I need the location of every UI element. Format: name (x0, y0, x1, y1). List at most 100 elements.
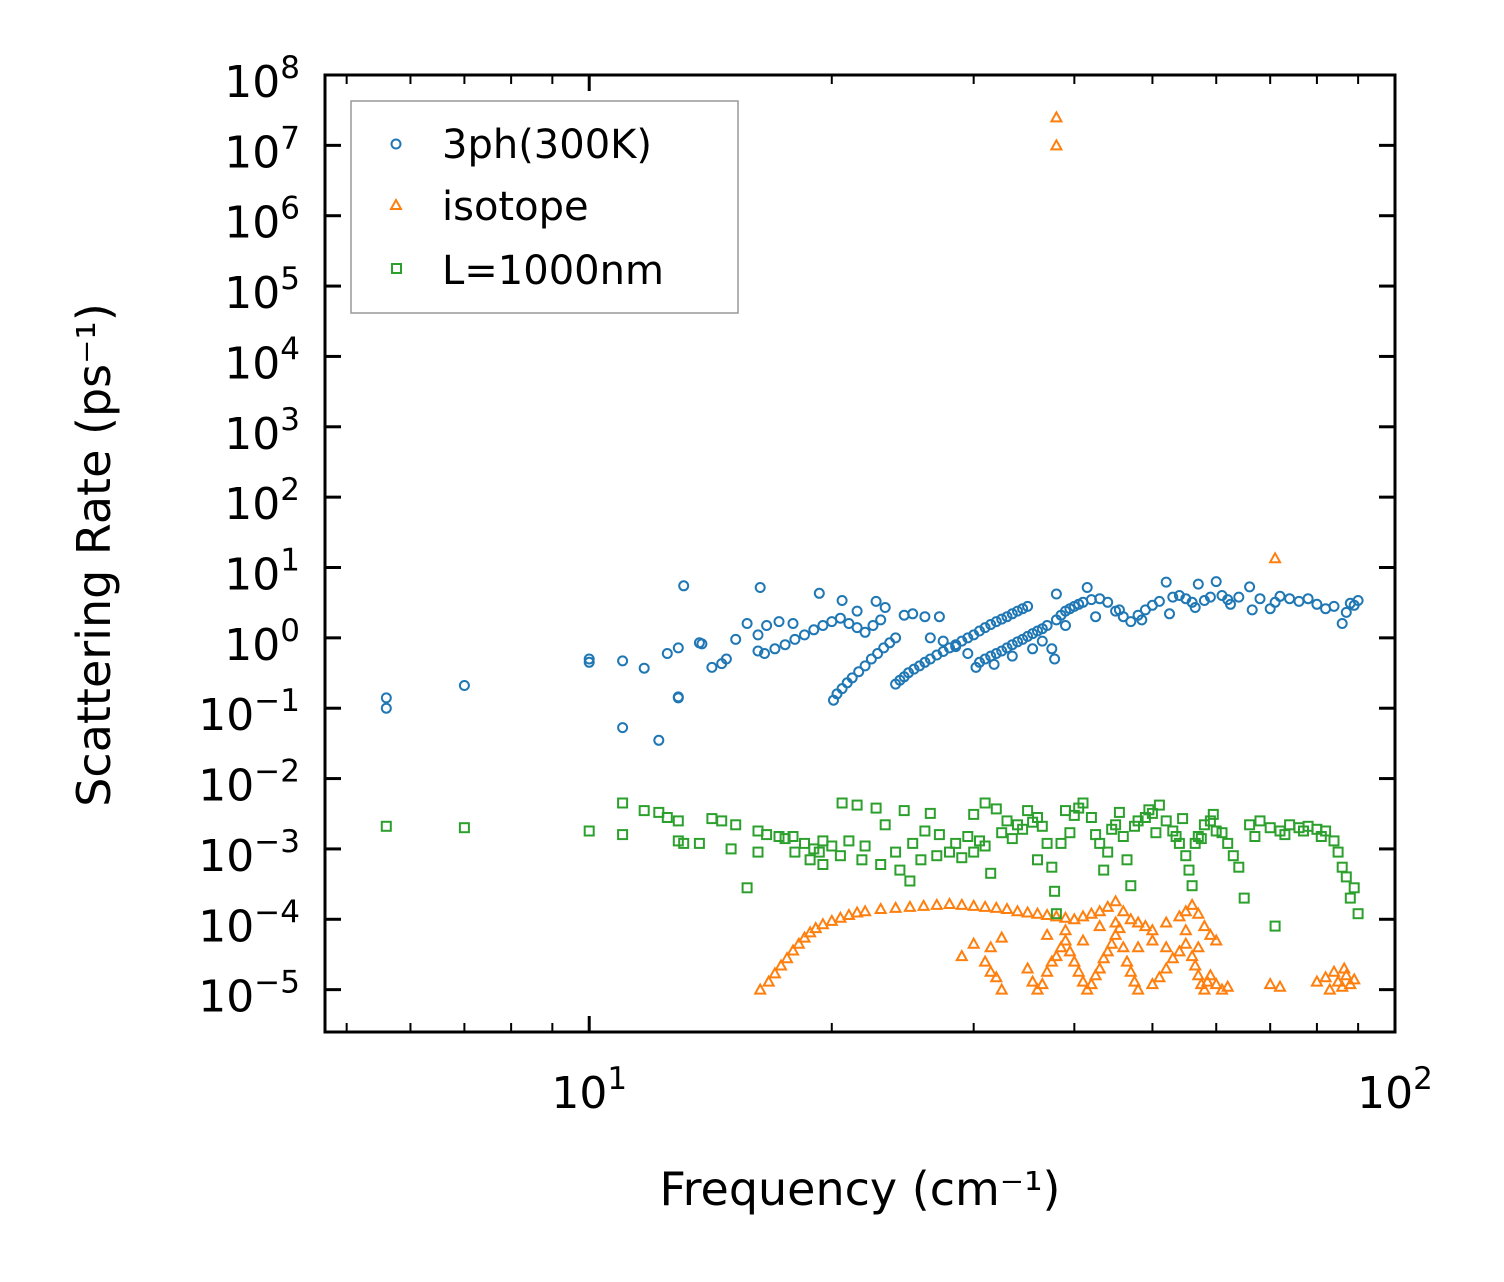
point-s0-12 (672, 692, 684, 704)
point-s0-66 (996, 613, 1008, 625)
point-s0-137 (834, 612, 846, 624)
point-s1-91 (1152, 970, 1167, 983)
point-s2-135 (1207, 808, 1219, 820)
point-s2-60 (1117, 831, 1129, 842)
point-s1-81 (1101, 944, 1115, 957)
point-s2-137 (985, 867, 997, 879)
point-s1-62 (995, 930, 1009, 943)
point-s1-15 (833, 910, 848, 923)
point-s0-144 (789, 633, 801, 645)
point-s1-100 (1197, 982, 1212, 995)
point-s1-27 (978, 899, 992, 912)
y-tick-label-3: 105 (224, 261, 300, 319)
point-s1-116 (1263, 977, 1277, 990)
point-s0-143 (799, 629, 810, 641)
point-s1-1 (1049, 138, 1064, 151)
point-s2-29 (851, 799, 863, 811)
point-s2-138 (1032, 854, 1043, 866)
point-s2-44 (1001, 815, 1013, 827)
legend: 3ph(300K) isotope L=1000nm (350, 100, 739, 314)
point-s2-130 (1027, 816, 1039, 828)
point-s0-158 (1060, 620, 1071, 631)
point-s0-20 (741, 618, 753, 629)
point-s1-72 (1063, 944, 1077, 957)
point-s0-114 (1204, 591, 1216, 603)
point-s0-23 (761, 620, 773, 631)
point-s0-16 (706, 661, 718, 673)
point-s2-98 (1352, 908, 1364, 920)
point-s2-27 (836, 797, 848, 809)
x-tick-label-1: 102 (1357, 1061, 1433, 1119)
point-s1-105 (1221, 979, 1235, 992)
point-s1-84 (1112, 921, 1127, 934)
point-s1-58 (984, 964, 998, 977)
point-s2-72 (1186, 880, 1198, 892)
point-s2-99 (779, 833, 791, 845)
point-s1-49 (1179, 904, 1193, 917)
y-tick-label-1: 107 (224, 120, 300, 178)
axis-layer: 108 107 106 105 104 103 102 101 100 10−1 10−2 10−3 1… (198, 50, 1433, 1119)
legend-label-3ph: 3ph(300K) (442, 122, 652, 168)
point-s1-24 (942, 896, 957, 909)
point-s0-156 (1027, 643, 1039, 655)
point-s2-110 (962, 831, 974, 842)
point-s2-76 (1204, 815, 1216, 827)
point-s2-81 (1238, 892, 1250, 904)
point-s0-41 (859, 660, 871, 672)
point-s2-36 (919, 825, 931, 837)
point-s1-119 (1318, 970, 1333, 983)
point-s1-69 (1049, 949, 1064, 962)
x-axis-title: Frequency (cm⁻¹) (660, 1162, 1061, 1216)
point-s2-78 (1222, 837, 1234, 849)
point-s1-67 (1040, 964, 1054, 977)
point-s2-11 (693, 837, 705, 849)
point-s0-135 (817, 620, 829, 631)
point-s2-111 (974, 835, 985, 847)
point-s2-108 (931, 850, 943, 862)
point-s2-71 (1183, 864, 1195, 876)
point-s1-96 (1185, 949, 1199, 962)
point-s1-3 (753, 982, 767, 995)
point-s1-2 (1268, 551, 1282, 564)
point-s2-136 (904, 875, 916, 887)
point-s2-133 (1143, 804, 1155, 816)
point-s0-28 (851, 605, 863, 617)
point-s2-19 (761, 829, 773, 841)
point-s2-82 (1244, 819, 1256, 831)
point-s1-22 (916, 898, 931, 911)
point-s2-40 (968, 846, 980, 858)
point-s0-155 (1006, 650, 1018, 662)
point-s2-3 (617, 797, 629, 809)
point-s1-43 (1124, 912, 1138, 925)
point-s0-133 (1352, 595, 1364, 606)
point-s0-34 (933, 611, 945, 623)
point-s1-45 (1138, 919, 1153, 932)
point-s2-93 (1332, 846, 1344, 858)
y-tick-label-8: 100 (224, 613, 300, 671)
point-s2-123 (1216, 827, 1228, 839)
point-s1-37 (1076, 909, 1090, 922)
point-s1-32 (1030, 906, 1045, 919)
point-s2-117 (1090, 829, 1102, 841)
point-s0-67 (1001, 611, 1013, 623)
point-s0-115 (1210, 576, 1222, 588)
point-s0-140 (859, 626, 871, 638)
point-s2-31 (870, 802, 882, 814)
point-s1-51 (1191, 906, 1205, 919)
y-tick-label-12: 10−4 (198, 894, 300, 952)
point-s1-80 (1097, 951, 1111, 964)
point-s1-93 (1166, 951, 1180, 964)
point-s2-96 (1344, 892, 1356, 904)
point-s2-28 (843, 835, 855, 847)
point-s0-142 (875, 614, 887, 626)
point-s2-83 (1254, 815, 1266, 827)
x-tick-label-0: 101 (551, 1061, 627, 1119)
point-s2-95 (1340, 871, 1352, 883)
point-s1-31 (1020, 905, 1035, 918)
point-s2-74 (1192, 831, 1204, 842)
point-s1-90 (1145, 977, 1160, 990)
point-s2-101 (804, 854, 816, 866)
point-s2-112 (996, 827, 1008, 839)
point-s1-60 (995, 982, 1009, 995)
